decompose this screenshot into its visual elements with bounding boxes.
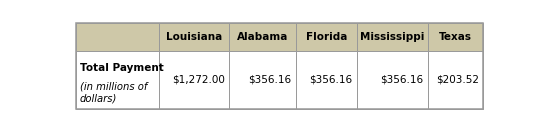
Text: Louisiana: Louisiana xyxy=(166,32,222,42)
Bar xyxy=(357,51,428,109)
Text: Florida: Florida xyxy=(306,32,347,42)
Bar xyxy=(357,23,428,51)
Bar xyxy=(76,51,159,109)
Bar xyxy=(428,51,483,109)
Bar xyxy=(76,23,483,109)
Text: Texas: Texas xyxy=(439,32,472,42)
Bar xyxy=(159,51,229,109)
Bar xyxy=(229,23,295,51)
Text: Alabama: Alabama xyxy=(237,32,288,42)
Bar xyxy=(295,23,357,51)
Bar xyxy=(229,51,295,109)
Text: $356.16: $356.16 xyxy=(310,75,353,85)
Text: $356.16: $356.16 xyxy=(380,75,423,85)
Bar xyxy=(295,51,357,109)
Text: $356.16: $356.16 xyxy=(249,75,292,85)
Text: $1,272.00: $1,272.00 xyxy=(172,75,225,85)
Bar xyxy=(159,23,229,51)
Text: (in millions of
dollars): (in millions of dollars) xyxy=(80,81,147,104)
Bar xyxy=(428,23,483,51)
Text: $203.52: $203.52 xyxy=(435,75,479,85)
Bar xyxy=(76,23,159,51)
Text: Mississippi: Mississippi xyxy=(360,32,425,42)
Text: Total Payment: Total Payment xyxy=(80,63,164,73)
